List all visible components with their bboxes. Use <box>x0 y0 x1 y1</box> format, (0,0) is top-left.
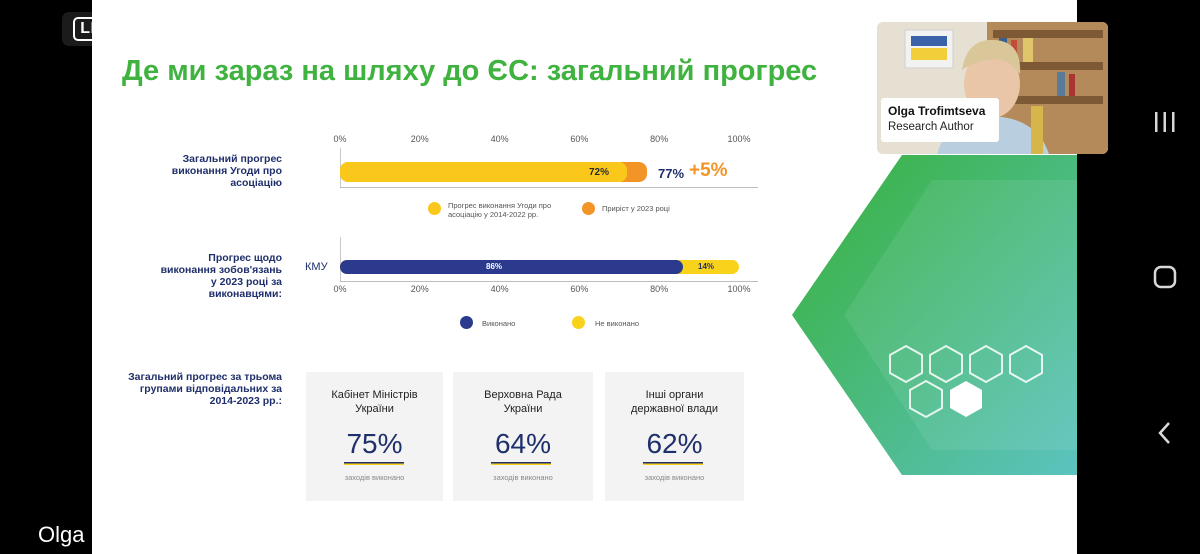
webcam-video[interactable] <box>877 22 1108 154</box>
home-button[interactable] <box>1130 247 1200 307</box>
chart1-baseline <box>340 187 758 188</box>
speaker-video-image <box>877 22 1108 154</box>
chart1-tick-label: 20% <box>410 134 429 144</box>
groups-label: Загальний прогрес за трьома групами відп… <box>128 371 282 407</box>
chart2-tick-label: 0% <box>333 284 347 294</box>
home-icon <box>1153 265 1177 289</box>
card-value: 62% <box>646 428 703 459</box>
chart1-tick-label: 80% <box>650 134 669 144</box>
chart2-tick-label: 40% <box>490 284 509 294</box>
chart2-tick-label: 60% <box>570 284 589 294</box>
legend-not-done-label: Не виконано <box>595 319 640 328</box>
chart2-tick-label: 100% <box>727 284 751 294</box>
chart1-tick-label: 0% <box>333 134 347 144</box>
card-title: Інші органи державної влади <box>631 389 718 415</box>
speaker-name-tag: Olga Trofimtseva Research Author <box>881 98 999 142</box>
chart1-label: Загальний прогрес виконання Угоди про ас… <box>171 153 282 189</box>
system-navigation-bar <box>1130 0 1200 554</box>
legend-progress-label: Прогрес виконання Угоди про асоціацію у … <box>448 201 552 219</box>
chart2-tick-label: 80% <box>650 284 669 294</box>
chart1-tick-label: 40% <box>490 134 509 144</box>
chart2-baseline <box>340 281 758 282</box>
card-cabinet: Кабінет Міністрів України 75% заходів ви… <box>306 372 443 501</box>
legend-progress-dot <box>428 202 441 215</box>
speaker-role: Research Author <box>888 121 974 133</box>
legend-not-done-dot <box>572 316 585 329</box>
recent-apps-icon <box>1155 112 1175 132</box>
slide-title: Де ми зараз на шляху до ЄС: загальний пр… <box>122 55 818 87</box>
chart2-bar-done <box>340 260 684 274</box>
card-underline <box>344 462 404 465</box>
green-hexagon-decoration <box>792 155 1077 475</box>
chart2-not-done-value: 14% <box>698 262 715 271</box>
card-underline <box>491 462 551 465</box>
chart2-done-value: 86% <box>486 262 503 271</box>
bottom-participant-name: Olga <box>38 522 85 547</box>
chart2-tick-label: 20% <box>410 284 429 294</box>
card-title: Верховна Рада України <box>484 389 562 415</box>
card-value: 75% <box>346 428 403 459</box>
back-button[interactable] <box>1130 403 1200 463</box>
card-underline <box>643 462 703 465</box>
legend-increment-label: Приріст у 2023 році <box>602 204 670 213</box>
card-title: Кабінет Міністрів України <box>331 389 418 415</box>
card-subtitle: заходів виконано <box>493 473 553 482</box>
chart1-bar-main <box>340 162 628 182</box>
chart1-total-value: 77% <box>658 166 685 181</box>
chart1-increment-value: +5% <box>689 160 728 181</box>
chart1-tick-label: 100% <box>727 134 751 144</box>
speaker-name: Olga Trofimtseva <box>888 104 986 118</box>
recent-apps-button[interactable] <box>1130 92 1200 152</box>
chart2-row-label: КМУ <box>305 261 328 273</box>
card-subtitle: заходів виконано <box>344 473 405 482</box>
back-icon <box>1158 422 1170 444</box>
legend-done-label: Виконано <box>482 319 516 328</box>
legend-increment-dot <box>582 202 595 215</box>
chart2-label: Прогрес щодо виконання зобов'язань у 202… <box>160 252 282 300</box>
chart1-tick-label: 60% <box>570 134 589 144</box>
legend-done-dot <box>460 316 473 329</box>
card-value: 64% <box>494 428 552 459</box>
card-other-bodies: Інші органи державної влади 62% заходів … <box>605 372 744 501</box>
card-parliament: Верховна Рада України 64% заходів викона… <box>453 372 593 501</box>
presentation-slide: Де ми зараз на шляху до ЄС: загальний пр… <box>92 0 1077 554</box>
card-subtitle: заходів виконано <box>644 473 705 482</box>
chart1-inner-value: 72% <box>589 167 610 178</box>
chart2-axis-line <box>340 237 341 282</box>
